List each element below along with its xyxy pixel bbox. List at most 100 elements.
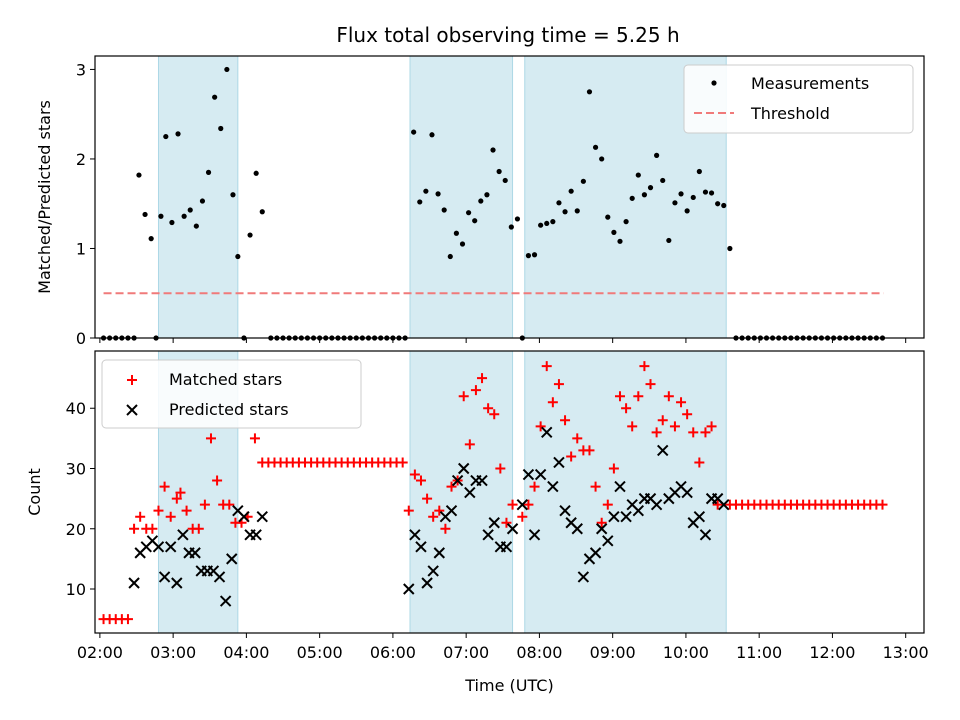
measurement-point [441, 207, 447, 213]
predicted-stars-point [213, 571, 226, 583]
matched-stars-point [477, 373, 488, 384]
measurement-point [666, 237, 672, 244]
matched-stars-point [645, 379, 656, 390]
chart-title: Flux total observing time = 5.25 h [336, 23, 679, 47]
measurement-point [148, 236, 154, 242]
x-tick-label: 12:00 [809, 643, 855, 662]
measurement-point [586, 89, 593, 95]
x-tick-label: 11:00 [736, 643, 782, 662]
predicted-stars-point [547, 480, 559, 493]
predicted-stars-point [699, 529, 712, 541]
measurement-point [163, 133, 169, 140]
x-tick-label: 07:00 [443, 643, 489, 662]
matched-stars-point [614, 391, 625, 402]
predicted-stars-point [650, 498, 663, 511]
matched-stars-point [440, 523, 451, 534]
top-panel: 0 1 2 3 Matched/Predicted stars Measurements T… [35, 55, 925, 348]
matched-stars-point [428, 511, 439, 522]
measurement-point [623, 219, 629, 225]
predicted-stars-point [421, 577, 433, 589]
measurement-point [678, 191, 684, 197]
measurement-point [235, 253, 241, 260]
matched-stars-point [712, 499, 723, 510]
measurement-point [417, 199, 423, 205]
measurement-point [158, 213, 164, 219]
matched-stars-point [153, 505, 164, 516]
bottom-panel: 10 20 30 40 02:00 03:00 04:00 05:00 06:00 07:00 08… [25, 350, 929, 695]
measurement-point [617, 238, 623, 244]
measurement-point [672, 200, 678, 206]
matched-stars-point [517, 511, 528, 522]
predicted-stars-point [482, 529, 494, 541]
matched-stars-point [541, 361, 552, 372]
predicted-stars-point [522, 468, 535, 481]
measurement-point [727, 245, 733, 252]
matched-stars-point [147, 523, 158, 534]
measurement-point [142, 211, 148, 218]
measurement-point [181, 213, 187, 219]
predicted-stars-point [718, 498, 730, 511]
legend-matched-label: Matched stars [169, 370, 282, 389]
matched-stars-point [682, 409, 693, 420]
measurement-point [484, 192, 490, 198]
legend-box [683, 64, 914, 134]
predicted-stars-point [152, 541, 165, 553]
measurement-point [429, 132, 435, 138]
legend-matched-marker [127, 375, 137, 385]
measurement-point [702, 189, 709, 195]
matched-stars-point [663, 391, 674, 402]
matched-stars-point [122, 614, 133, 625]
matched-stars-point [171, 493, 182, 504]
matched-stars-point [700, 427, 711, 438]
y-tick-label: 30 [66, 460, 86, 479]
measurement-point [690, 194, 696, 201]
predicted-stars-point [476, 474, 488, 487]
predicted-stars-point [171, 577, 183, 589]
matched-stars-point [483, 403, 494, 414]
measurement-point [568, 188, 574, 194]
predicted-stars-point [681, 486, 693, 499]
predicted-stars-point [553, 456, 565, 469]
measurement-point [715, 201, 721, 207]
legend-measurements-label: Measurements [751, 74, 869, 93]
predicted-stars-point [614, 480, 626, 493]
matched-stars-point [669, 421, 680, 432]
x-tick-label: 13:00 [883, 643, 929, 662]
measurement-point [187, 207, 193, 213]
matched-stars-point [212, 475, 223, 486]
matched-stars-point [458, 391, 469, 402]
matched-stars-point [464, 439, 475, 450]
predicted-stars-point [164, 541, 177, 553]
legend-predicted-label: Predicted stars [169, 400, 289, 419]
measurement-point [611, 229, 617, 235]
predicted-stars-point [219, 595, 232, 607]
measurement-point [253, 170, 259, 176]
observing-window [409, 55, 514, 339]
matched-stars-point [403, 505, 414, 516]
x-axis-label: Time (UTC) [464, 676, 553, 695]
predicted-stars-point [128, 577, 140, 589]
x-tick-label: 04:00 [223, 643, 269, 662]
matched-stars-point [397, 457, 408, 468]
measurement-point [169, 219, 175, 226]
predicted-stars-point [427, 565, 439, 577]
matched-stars-point [489, 409, 500, 420]
x-tick-label: 02:00 [77, 643, 123, 662]
measurement-point [136, 172, 142, 178]
measurement-point [684, 208, 690, 214]
matched-stars-point [129, 523, 140, 534]
predicted-stars-point [250, 529, 262, 541]
matched-stars-point [446, 481, 457, 492]
matched-stars-point [560, 415, 571, 426]
predicted-stars-point [158, 571, 171, 583]
measurement-point [459, 241, 466, 247]
measurement-point [259, 209, 265, 215]
measurement-point [224, 66, 230, 73]
matched-stars-point [193, 523, 204, 534]
matched-stars-point [608, 463, 619, 474]
measurement-point [562, 209, 568, 215]
measurement-point [574, 208, 580, 214]
predicted-stars-point [238, 510, 250, 523]
measurement-point [641, 192, 648, 198]
y-tick-label: 2 [76, 150, 86, 169]
